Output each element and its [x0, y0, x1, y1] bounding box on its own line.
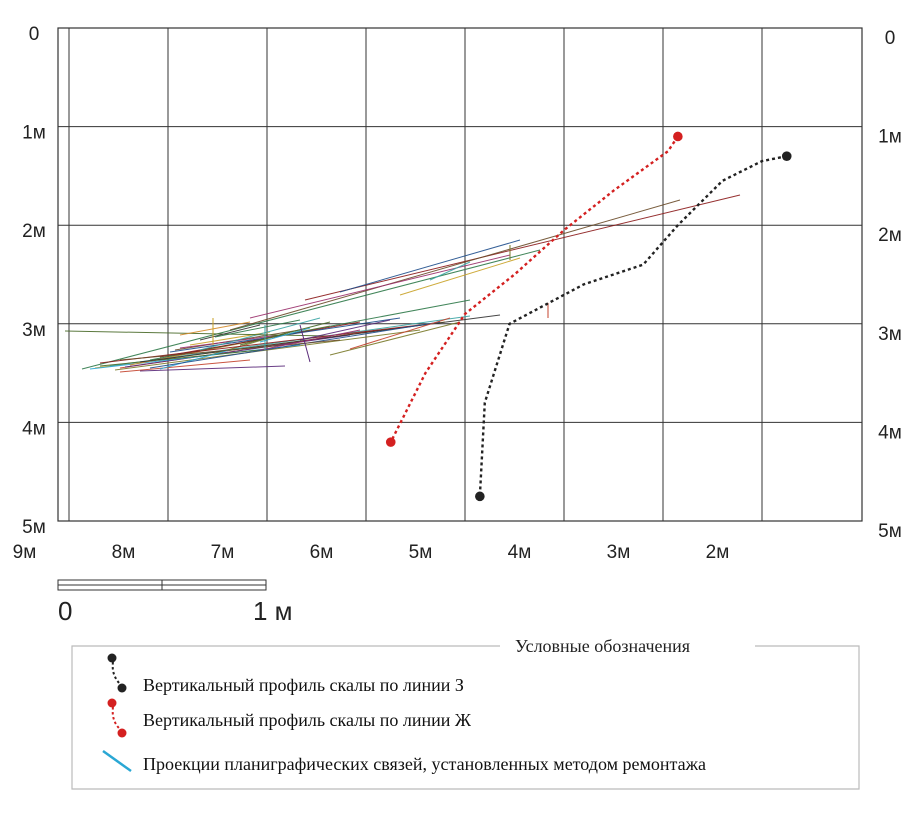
scale-label-one: 1 м — [253, 596, 293, 626]
refit-segment — [329, 321, 461, 356]
legend-title: Условные обозначения — [515, 636, 690, 656]
profile-z-endpoint — [475, 491, 485, 502]
x-tick-label: 3м — [607, 542, 631, 563]
refit-segment — [124, 334, 351, 368]
refit-segment — [304, 194, 741, 301]
refit-segment — [259, 329, 361, 351]
refit-segment — [229, 199, 681, 331]
refit-segment — [399, 257, 521, 296]
x-axis-labels: 9м 8м 7м 6м 5м 4м 3м 2м — [13, 542, 730, 563]
legend-item-profile-z: Вертикальный профиль скалы по линии З — [107, 653, 464, 695]
legend-label-refit: Проекции планиграфических связей, устано… — [143, 754, 706, 774]
y-tick-label-right: 0 — [885, 28, 896, 49]
y-tick-label-left: 3м — [22, 320, 46, 341]
refit-segment — [179, 321, 251, 336]
x-tick-label: 4м — [508, 542, 532, 563]
y-axis-left-labels: 0 1м 2м 3м 4м 5м — [22, 24, 46, 538]
x-tick-label: 5м — [409, 542, 433, 563]
refit-segment — [299, 324, 311, 363]
refit-lines — [64, 194, 741, 373]
x-tick-label: 6м — [310, 542, 334, 563]
legend: Условные обозначения Вертикальный профил… — [71, 636, 860, 790]
scale-label-zero: 0 — [58, 596, 72, 626]
refit-segment — [214, 319, 301, 338]
y-tick-label-right: 2м — [878, 225, 902, 246]
y-tick-label-left: 0 — [29, 24, 40, 45]
refit-segment — [339, 239, 521, 293]
grid — [57, 27, 863, 522]
refit-segment — [99, 349, 261, 367]
legend-label-profile-z: Вертикальный профиль скалы по линии З — [143, 675, 464, 695]
profile-zh-endpoint — [673, 131, 683, 142]
profile-zh-endpoint — [385, 437, 396, 447]
refit-segment — [349, 317, 451, 350]
profile-z-endpoint — [781, 151, 792, 161]
plot-frame — [57, 27, 863, 522]
refit-segment — [149, 321, 441, 369]
y-tick-label-right: 1м — [878, 127, 902, 148]
refit-segment — [81, 249, 541, 370]
profile-line-z — [478, 155, 787, 497]
x-tick-label: 7м — [211, 542, 235, 563]
refit-segment — [159, 349, 231, 370]
refit-segment — [199, 324, 261, 341]
y-tick-label-left: 1м — [22, 123, 46, 144]
y-tick-label-left: 4м — [22, 418, 46, 439]
x-tick-label: 8м — [112, 542, 136, 563]
refit-segment — [199, 317, 321, 351]
refit-segment — [139, 365, 286, 372]
profile-lines — [385, 131, 792, 502]
refit-segment — [149, 299, 471, 361]
x-tick-label: 9м — [13, 542, 37, 563]
y-tick-label-left: 2м — [22, 221, 46, 242]
refit-segment — [299, 319, 391, 341]
scale-bar: 0 1 м — [57, 579, 293, 626]
refit-segment — [429, 261, 471, 281]
x-tick-label: 2м — [706, 542, 730, 563]
legend-label-profile-zh: Вертикальный профиль скалы по линии Ж — [143, 710, 472, 730]
y-tick-label-right: 5м — [878, 521, 902, 542]
refit-segment — [239, 321, 331, 346]
profile-line-zh — [389, 135, 679, 443]
legend-item-profile-zh: Вертикальный профиль скалы по линии Ж — [107, 698, 472, 738]
refit-segment — [249, 254, 511, 319]
y-tick-label-right: 4м — [878, 422, 902, 443]
refit-segment — [114, 329, 421, 371]
y-axis-right-labels: 0 1м 2м 3м 4м 5м — [878, 28, 902, 542]
legend-item-refit: Проекции планиграфических связей, устано… — [102, 749, 706, 774]
refit-segment — [119, 359, 251, 373]
y-tick-label-right: 3м — [878, 324, 902, 345]
refit-segment — [119, 339, 341, 361]
y-tick-label-left: 5м — [22, 517, 46, 538]
